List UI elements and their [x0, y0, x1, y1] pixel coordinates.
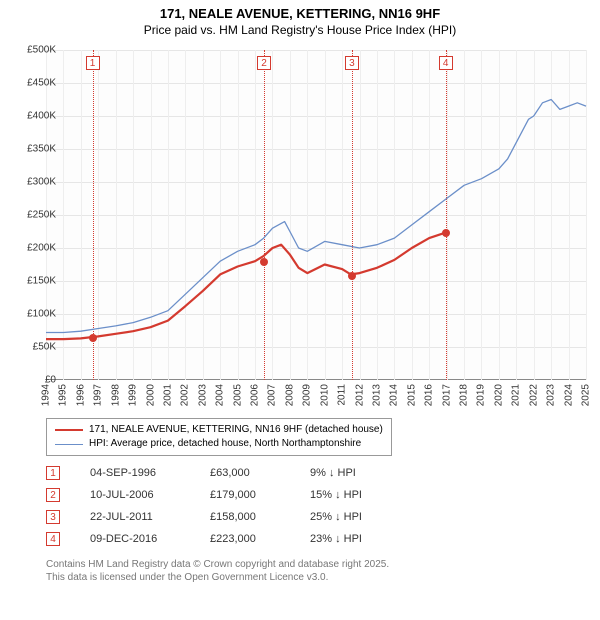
x-tick-label: 1997	[93, 384, 104, 406]
legend-item: 171, NEALE AVENUE, KETTERING, NN16 9HF (…	[55, 423, 383, 437]
x-tick-label: 2020	[493, 384, 504, 406]
plot-area: 1234	[46, 50, 586, 380]
table-idx: 4	[46, 532, 60, 546]
x-tick-label: 2009	[302, 384, 313, 406]
table-diff: 23% ↓ HPI	[310, 533, 430, 545]
attribution: Contains HM Land Registry data © Crown c…	[46, 558, 389, 584]
x-tick-label: 1995	[58, 384, 69, 406]
x-tick-label: 2016	[424, 384, 435, 406]
x-tick-label: 2011	[337, 384, 348, 406]
series-hpi	[46, 100, 586, 333]
titles: 171, NEALE AVENUE, KETTERING, NN16 9HF P…	[0, 0, 600, 37]
y-tick-label: £500K	[27, 45, 56, 56]
sale-point-dot	[348, 272, 356, 280]
table-price: £63,000	[210, 467, 310, 479]
sale-point-dot	[442, 229, 450, 237]
x-tick-label: 1999	[128, 384, 139, 406]
table-date: 22-JUL-2011	[90, 511, 210, 523]
x-tick-label: 2023	[546, 384, 557, 406]
x-tick-label: 2021	[511, 384, 522, 406]
x-tick-label: 2008	[284, 384, 295, 406]
table-row: 2 10-JUL-2006£179,00015% ↓ HPI	[46, 484, 430, 506]
legend-swatch	[55, 429, 83, 431]
x-tick-label: 2006	[250, 384, 261, 406]
x-tick-label: 2012	[354, 384, 365, 406]
y-tick-label: £150K	[27, 276, 56, 287]
x-tick-label: 2018	[459, 384, 470, 406]
attribution-line: This data is licensed under the Open Gov…	[46, 571, 389, 584]
x-tick-label: 2004	[215, 384, 226, 406]
x-tick-label: 2013	[371, 384, 382, 406]
y-tick-label: £350K	[27, 144, 56, 155]
table-price: £223,000	[210, 533, 310, 545]
y-tick-label: £200K	[27, 243, 56, 254]
table-diff: 15% ↓ HPI	[310, 489, 430, 501]
table-date: 04-SEP-1996	[90, 467, 210, 479]
chart-container: 171, NEALE AVENUE, KETTERING, NN16 9HF P…	[0, 0, 600, 620]
sale-point-dot	[89, 334, 97, 342]
x-tick-label: 1994	[41, 384, 52, 406]
y-tick-label: £50K	[33, 342, 56, 353]
table-diff: 9% ↓ HPI	[310, 467, 430, 479]
legend: 171, NEALE AVENUE, KETTERING, NN16 9HF (…	[46, 418, 392, 456]
table-idx: 2	[46, 488, 60, 502]
table-row: 1 04-SEP-1996£63,0009% ↓ HPI	[46, 462, 430, 484]
x-tick-label: 2024	[563, 384, 574, 406]
table-diff: 25% ↓ HPI	[310, 511, 430, 523]
x-tick-label: 2015	[406, 384, 417, 406]
x-tick-label: 2019	[476, 384, 487, 406]
x-tick-label: 2005	[232, 384, 243, 406]
legend-label: HPI: Average price, detached house, Nort…	[89, 437, 361, 451]
x-tick-label: 2007	[267, 384, 278, 406]
x-tick-label: 2010	[319, 384, 330, 406]
table-idx: 1	[46, 466, 60, 480]
table-row: 3 22-JUL-2011£158,00025% ↓ HPI	[46, 506, 430, 528]
x-tick-label: 2022	[528, 384, 539, 406]
attribution-line: Contains HM Land Registry data © Crown c…	[46, 558, 389, 571]
table-idx: 3	[46, 510, 60, 524]
x-tick-label: 2003	[197, 384, 208, 406]
title-line2: Price paid vs. HM Land Registry's House …	[0, 23, 600, 37]
x-tick-label: 2002	[180, 384, 191, 406]
table-row: 4 09-DEC-2016£223,00023% ↓ HPI	[46, 528, 430, 550]
legend-label: 171, NEALE AVENUE, KETTERING, NN16 9HF (…	[89, 423, 383, 437]
legend-swatch	[55, 444, 83, 445]
title-line1: 171, NEALE AVENUE, KETTERING, NN16 9HF	[0, 6, 600, 21]
table-date: 09-DEC-2016	[90, 533, 210, 545]
sales-table: 104-SEP-1996£63,0009% ↓ HPI210-JUL-2006£…	[46, 462, 430, 550]
y-tick-label: £300K	[27, 177, 56, 188]
legend-item: HPI: Average price, detached house, Nort…	[55, 437, 383, 451]
y-tick-label: £400K	[27, 111, 56, 122]
x-tick-label: 1998	[110, 384, 121, 406]
sale-point-dot	[260, 258, 268, 266]
x-tick-label: 2001	[162, 384, 173, 406]
y-tick-label: £100K	[27, 309, 56, 320]
x-tick-label: 1996	[75, 384, 86, 406]
chart-lines	[46, 50, 586, 380]
y-tick-label: £250K	[27, 210, 56, 221]
x-tick-label: 2025	[581, 384, 592, 406]
table-date: 10-JUL-2006	[90, 489, 210, 501]
x-tick-label: 2017	[441, 384, 452, 406]
x-tick-label: 2000	[145, 384, 156, 406]
table-price: £179,000	[210, 489, 310, 501]
y-tick-label: £450K	[27, 78, 56, 89]
x-tick-label: 2014	[389, 384, 400, 406]
table-price: £158,000	[210, 511, 310, 523]
